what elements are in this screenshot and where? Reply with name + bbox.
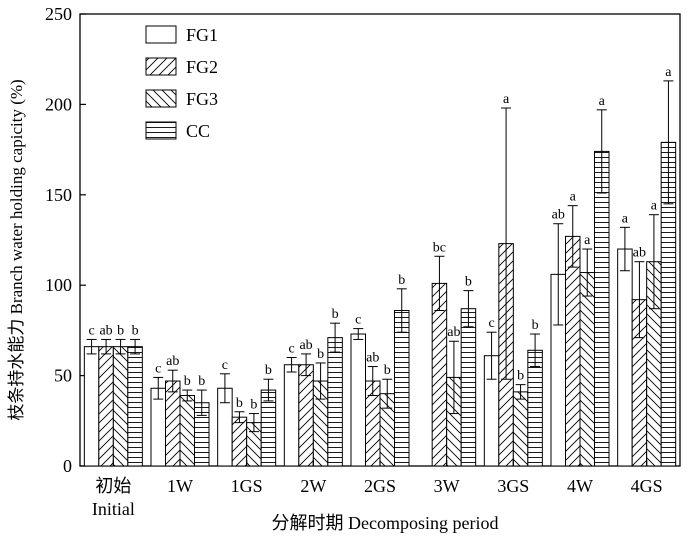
x-tick-label: 初始 xyxy=(95,476,131,496)
y-axis: 0 50 100 150 200 250 xyxy=(45,4,86,476)
significance-letter: ab xyxy=(299,338,312,353)
legend-label: CC xyxy=(186,121,210,141)
significance-letter: b xyxy=(236,396,243,411)
y-tick-label: 0 xyxy=(63,456,72,476)
y-tick-label: 250 xyxy=(45,4,72,24)
bar-fg3 xyxy=(512,391,529,467)
y-tick-label: 100 xyxy=(45,275,72,295)
bar-cc xyxy=(460,308,477,467)
significance-letter: ab xyxy=(552,208,565,223)
significance-letter: ab xyxy=(99,323,112,338)
x-tick-label: 2W xyxy=(300,476,326,496)
significance-letter: b xyxy=(517,369,524,384)
significance-letter: c xyxy=(288,342,294,357)
significance-letter: b xyxy=(398,273,405,288)
bar-cc xyxy=(327,337,343,467)
bar-cc xyxy=(527,349,543,467)
legend-label: FG2 xyxy=(186,57,218,77)
legend-swatch xyxy=(145,57,177,76)
bar-fg1 xyxy=(350,333,366,467)
bar-fg1 xyxy=(283,364,300,467)
x-axis-label: 分解时期 Decomposing period xyxy=(272,513,499,533)
x-tick-label: 3GS xyxy=(497,476,529,496)
significance-letter: b xyxy=(132,323,139,338)
significance-letter: a xyxy=(584,233,591,248)
legend: FG1 FG2 FG3 CC xyxy=(145,25,218,141)
bar-fg1 xyxy=(83,346,100,467)
significance-letter: b xyxy=(332,307,339,322)
significance-letter: b xyxy=(117,323,124,338)
legend-label: FG3 xyxy=(186,89,218,109)
bar-fg2 xyxy=(98,346,114,467)
significance-letter: c xyxy=(355,313,361,328)
significance-letter: b xyxy=(265,363,272,378)
y-axis-label: 枝条持水能力 Branch water holding capicity (%) xyxy=(7,79,26,420)
bar-fg2 xyxy=(231,416,248,467)
bar-fg3 xyxy=(112,346,129,467)
significance-letter: ab xyxy=(447,325,460,340)
bar-cc xyxy=(594,150,610,467)
significance-letter: a xyxy=(622,211,629,226)
bar-fg1 xyxy=(617,248,633,467)
bar-cc xyxy=(260,389,277,467)
significance-letter: b xyxy=(317,347,324,362)
legend-label: FG1 xyxy=(186,25,218,45)
x-tick-label: 2GS xyxy=(364,476,396,496)
bar-fg3 xyxy=(579,272,595,467)
significance-letter: b xyxy=(198,374,205,389)
significance-letter: ab xyxy=(166,354,179,369)
y-tick-label: 200 xyxy=(45,94,72,114)
legend-swatch xyxy=(145,89,177,108)
x-axis: 初始 Initial 1W 1GS 2W 2GS 3W 3GS 4W 4GS xyxy=(92,460,663,519)
significance-letter: b xyxy=(184,374,191,389)
significance-letter: c xyxy=(155,361,161,376)
bar-fg2 xyxy=(165,380,181,467)
significance-letter: ab xyxy=(366,351,379,366)
significance-letter: b xyxy=(250,398,257,413)
significance-letter: c xyxy=(222,358,228,373)
y-tick-label: 50 xyxy=(54,366,72,386)
significance-letter: a xyxy=(651,199,658,214)
y-tick-label: 150 xyxy=(45,185,72,205)
significance-letter: c xyxy=(88,323,94,338)
significance-letter: ab xyxy=(633,246,646,261)
significance-letter: a xyxy=(503,92,510,107)
significance-letter: a xyxy=(570,190,577,205)
significance-letter: a xyxy=(665,65,672,80)
x-tick-sublabel: Initial xyxy=(92,499,135,519)
significance-letter: bc xyxy=(433,240,446,255)
bar-fg3 xyxy=(179,394,195,467)
x-tick-label: 1GS xyxy=(231,476,263,496)
significance-letter: c xyxy=(488,316,494,331)
significance-letter: b xyxy=(384,363,391,378)
bar-fg2 xyxy=(298,364,314,467)
significance-letter: b xyxy=(465,275,472,290)
bar-cc xyxy=(394,310,410,467)
legend-swatch xyxy=(145,121,177,140)
significance-letter: a xyxy=(599,94,606,109)
x-tick-label: 1W xyxy=(167,476,193,496)
bar-cc xyxy=(127,346,143,467)
significance-letter: b xyxy=(532,318,539,333)
x-tick-label: 4GS xyxy=(631,476,663,496)
bar-fg1 xyxy=(150,387,166,467)
legend-swatch xyxy=(145,25,177,44)
x-tick-label: 3W xyxy=(434,476,460,496)
bar-fg2 xyxy=(565,235,581,467)
x-tick-label: 4W xyxy=(567,476,593,496)
